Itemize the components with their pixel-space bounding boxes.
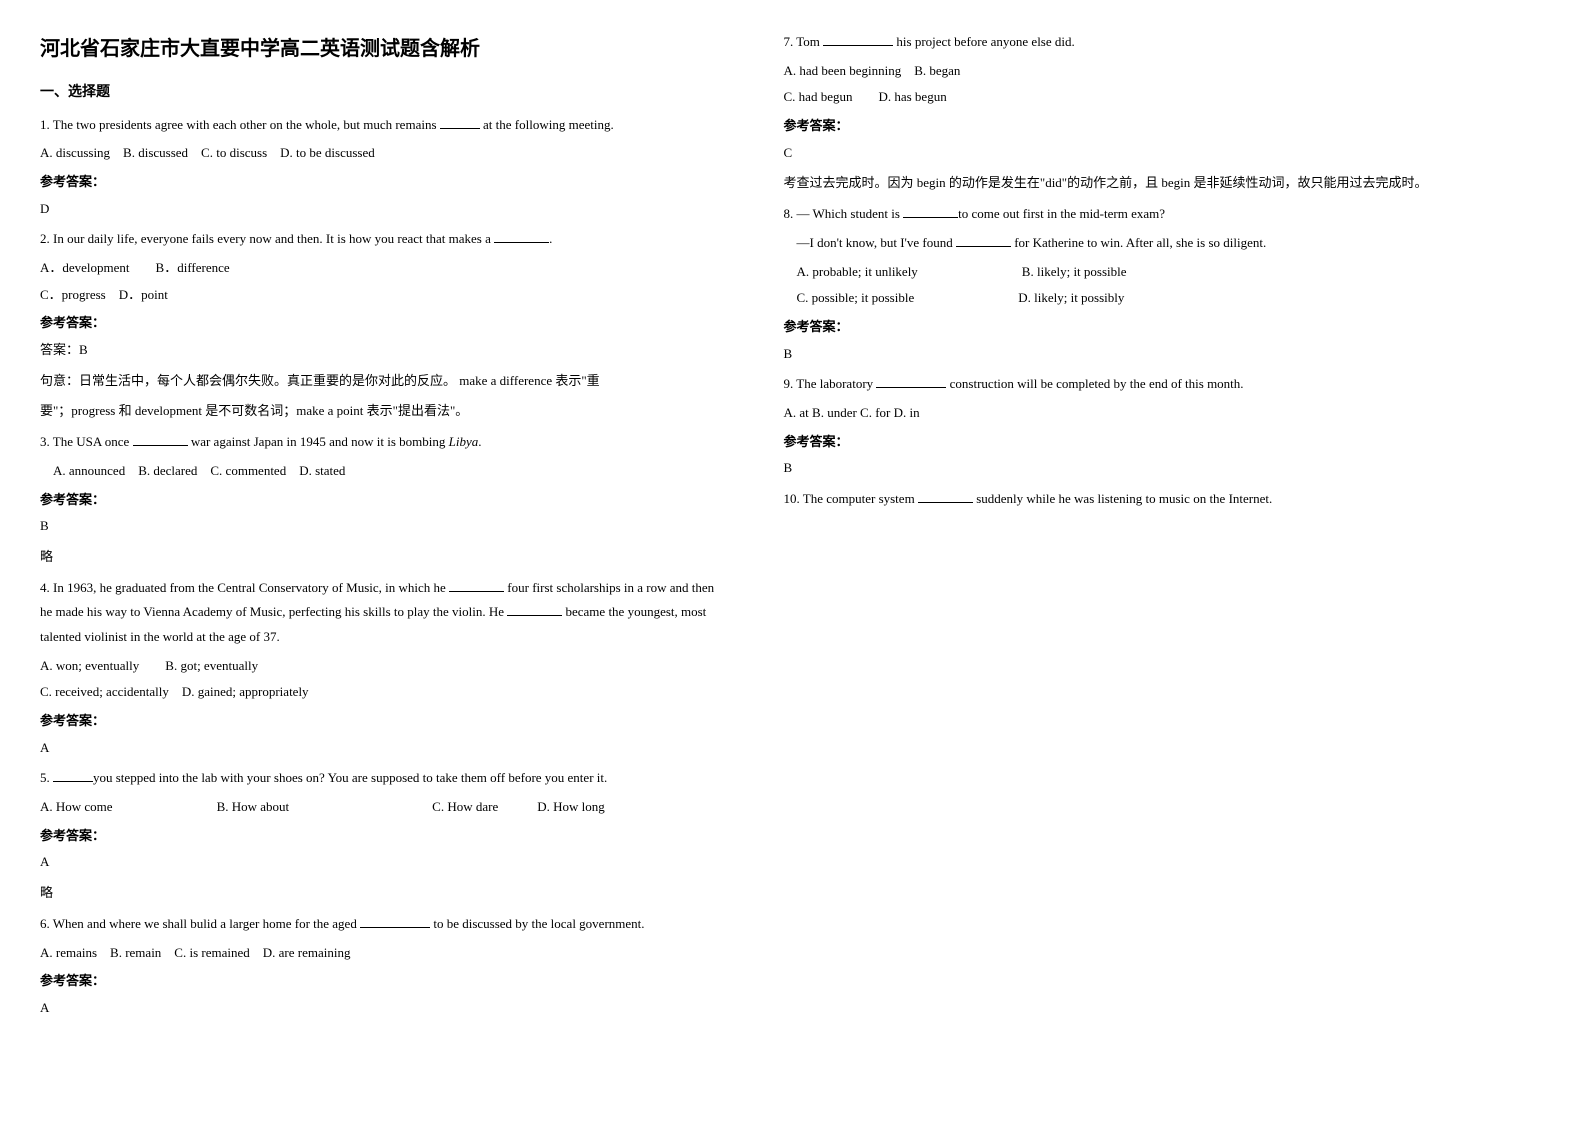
answer-label: 参考答案： [784, 430, 1468, 455]
q1-options: A. discussing B. discussed C. to discuss… [40, 141, 724, 166]
q8-stem2-b: for Katherine to win. After all, she is … [1011, 235, 1266, 250]
q2-options-b: C．progress D．point [40, 283, 724, 308]
q8-answer: B [784, 342, 1468, 367]
q6-stem-b: to be discussed by the local government. [430, 916, 644, 931]
q5-options: A. How come B. How about C. How dare D. … [40, 795, 724, 820]
answer-label: 参考答案： [40, 709, 724, 734]
blank [823, 33, 893, 46]
q2-stem-a: 2. In our daily life, everyone fails eve… [40, 231, 494, 246]
question-7: 7. Tom his project before anyone else di… [784, 30, 1468, 55]
question-9: 9. The laboratory construction will be c… [784, 372, 1468, 397]
q2-options-a: A．development B．difference [40, 256, 724, 281]
answer-label: 参考答案： [40, 311, 724, 336]
blank [903, 205, 958, 218]
answer-label: 参考答案： [40, 969, 724, 994]
blank [918, 490, 973, 503]
q9-options: A. at B. under C. for D. in [784, 401, 1468, 426]
question-8: 8. — Which student is to come out first … [784, 202, 1468, 227]
q3-note: 略 [40, 545, 724, 570]
question-2: 2. In our daily life, everyone fails eve… [40, 227, 724, 252]
question-1: 1. The two presidents agree with each ot… [40, 113, 724, 138]
answer-label: 参考答案： [40, 488, 724, 513]
q8-options-b: C. possible; it possible D. likely; it p… [784, 286, 1468, 311]
question-8-line2: —I don't know, but I've found for Kather… [784, 231, 1468, 256]
answer-label: 参考答案： [40, 824, 724, 849]
section-heading: 一、选择题 [40, 80, 724, 107]
q5-stem-b: you stepped into the lab with your shoes… [93, 770, 607, 785]
q2-explanation-1: 句意：日常生活中，每个人都会偶尔失败。真正重要的是你对此的反应。 make a … [40, 369, 724, 394]
question-3: 3. The USA once war against Japan in 194… [40, 430, 724, 455]
page-title: 河北省石家庄市大直要中学高二英语测试题含解析 [40, 30, 724, 68]
q4-options-a: A. won; eventually B. got; eventually [40, 654, 724, 679]
q9-stem-a: 9. The laboratory [784, 376, 877, 391]
blank [53, 770, 93, 783]
q2-answer-head: 答案：B [40, 338, 724, 363]
q10-stem-a: 10. The computer system [784, 491, 918, 506]
q6-answer: A [40, 996, 724, 1021]
q10-stem-b: suddenly while he was listening to music… [973, 491, 1272, 506]
blank [360, 915, 430, 928]
q7-options-a: A. had been beginning B. began [784, 59, 1468, 84]
q5-stem-a: 5. [40, 770, 53, 785]
q6-options: A. remains B. remain C. is remained D. a… [40, 941, 724, 966]
q5-note: 略 [40, 881, 724, 906]
question-4: 4. In 1963, he graduated from the Centra… [40, 576, 724, 650]
q8-stem-a: 8. — Which student is [784, 206, 904, 221]
blank [494, 231, 549, 244]
q8-options-a: A. probable; it unlikely B. likely; it p… [784, 260, 1468, 285]
blank [133, 433, 188, 446]
q7-explanation: 考查过去完成时。因为 begin 的动作是发生在"did"的动作之前，且 beg… [784, 171, 1468, 196]
q7-answer: C [784, 141, 1468, 166]
q1-answer: D [40, 197, 724, 222]
q4-answer: A [40, 736, 724, 761]
q6-stem-a: 6. When and where we shall bulid a large… [40, 916, 360, 931]
blank [449, 579, 504, 592]
q2-stem-b: . [549, 231, 552, 246]
blank [876, 376, 946, 389]
blank [440, 116, 480, 129]
q7-stem-a: 7. Tom [784, 34, 824, 49]
blank [507, 604, 562, 617]
q3-stem-d: . [478, 434, 481, 449]
q3-stem-a: 3. The USA once [40, 434, 133, 449]
q3-stem-c: Libya [449, 434, 479, 449]
q1-stem-b: at the following meeting. [480, 117, 614, 132]
q4-stem-a: 4. In 1963, he graduated from the Centra… [40, 580, 449, 595]
answer-label: 参考答案： [784, 315, 1468, 340]
q9-answer: B [784, 456, 1468, 481]
q7-stem-b: his project before anyone else did. [893, 34, 1075, 49]
q8-stem-b: to come out first in the mid-term exam? [958, 206, 1165, 221]
q1-stem-a: 1. The two presidents agree with each ot… [40, 117, 440, 132]
answer-label: 参考答案： [784, 114, 1468, 139]
q7-options-b: C. had begun D. has begun [784, 85, 1468, 110]
answer-label: 参考答案： [40, 170, 724, 195]
q9-stem-b: construction will be completed by the en… [946, 376, 1243, 391]
question-5: 5. you stepped into the lab with your sh… [40, 766, 724, 791]
q3-answer: B [40, 514, 724, 539]
q2-explanation-2: 要"；progress 和 development 是不可数名词；make a … [40, 399, 724, 424]
question-6: 6. When and where we shall bulid a large… [40, 912, 724, 937]
q8-stem2-a: —I don't know, but I've found [784, 235, 956, 250]
q5-answer: A [40, 850, 724, 875]
q4-options-b: C. received; accidentally D. gained; app… [40, 680, 724, 705]
q3-options: A. announced B. declared C. commented D.… [40, 459, 724, 484]
blank [956, 234, 1011, 247]
q3-stem-b: war against Japan in 1945 and now it is … [188, 434, 449, 449]
question-10: 10. The computer system suddenly while h… [784, 487, 1468, 512]
